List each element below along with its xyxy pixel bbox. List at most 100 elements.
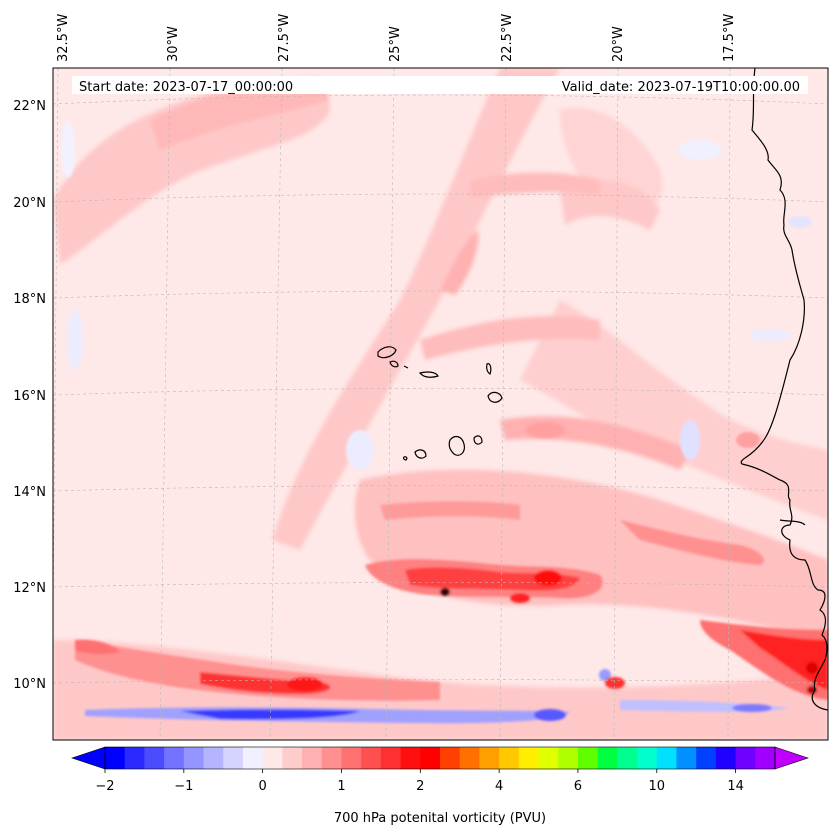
pv-band-12n-core [405, 567, 580, 591]
pv-band-12n-max1 [534, 570, 562, 586]
island-santa-luzia [403, 365, 409, 369]
pv-negative-band [85, 700, 790, 724]
pv-blue-band-east [534, 709, 566, 721]
island-maio [473, 435, 483, 445]
pv-diagonal-inner [440, 230, 479, 295]
lon-label: 32.5°W [56, 14, 71, 62]
island-sao-vicente [389, 360, 399, 368]
colorbar-cells [105, 747, 776, 769]
gridline-lat-12n [53, 582, 828, 588]
colorbar-cell [676, 747, 697, 769]
africa-coastline [740, 68, 828, 711]
island-sal [486, 363, 492, 375]
pv-east-max [806, 662, 818, 674]
colorbar-cell [223, 747, 244, 769]
lon-label: 25°W [388, 26, 403, 62]
pv-stripe-c [420, 316, 600, 360]
colorbar-cell [696, 747, 717, 769]
pv-blue-west [67, 310, 83, 370]
pv-band-central-arc [380, 501, 520, 520]
colorbar-cell [735, 747, 756, 769]
lat-label: 12°N [13, 581, 46, 596]
lon-label: 27.5°W [277, 14, 292, 62]
pv-band-10n [75, 640, 440, 701]
lat-label: 20°N [13, 196, 46, 211]
gridline-lon-17_5w [727, 68, 731, 740]
longitude-labels: 32.5°W 30°W 27.5°W 25°W 22.5°W 20°W 17.5… [56, 14, 737, 62]
colorbar-cell [124, 747, 145, 769]
island-santiago [448, 435, 465, 456]
colorbar-cell [203, 747, 224, 769]
cape-verde-islands [377, 346, 503, 461]
gridline-lon-32_5w [53, 68, 59, 662]
island-fogo [414, 449, 427, 459]
pv-band-east-core [740, 630, 828, 690]
pv-field [53, 68, 828, 740]
lat-label: 16°N [13, 389, 46, 404]
lon-label: 30°W [166, 26, 181, 62]
colorbar-cell [637, 747, 658, 769]
pv-blue-east2 [748, 329, 792, 341]
colorbar-cell [144, 747, 165, 769]
gridline-lat-20n [53, 193, 828, 203]
island-santo-antao [377, 346, 397, 359]
lon-label: 22.5°W [500, 14, 515, 62]
colorbar-tick-label: 6 [574, 779, 582, 794]
pv-blue-band-core [180, 709, 360, 720]
gambia-inlet [779, 519, 806, 526]
pv-patch-20w [605, 677, 625, 689]
colorbar-cell [617, 747, 638, 769]
pv-negative-patches [61, 122, 812, 681]
colorbar-cell [321, 747, 342, 769]
colorbar-cell [400, 747, 421, 769]
gridline-lon-27_5w [269, 68, 283, 740]
colorbar-cell [558, 747, 579, 769]
valid-date-label: Valid_date: 2023-07-19T10:00:00.00 [562, 80, 800, 95]
pv-band-north [150, 78, 330, 150]
colorbar-extend-min [71, 746, 106, 770]
pv-blue-north [61, 122, 75, 178]
gridline-lon-30w [159, 68, 171, 740]
colorbar-cell [597, 747, 618, 769]
island-sao-nicolau [418, 371, 439, 378]
gridline-lon-22_5w [499, 68, 507, 740]
colorbar-tick-label: 2 [416, 779, 424, 794]
colorbar-frame [104, 746, 776, 770]
colorbar-cell [538, 747, 559, 769]
gridline-lat-22n [53, 94, 828, 105]
gridlines [53, 68, 828, 740]
latitude-labels: 22°N 20°N 18°N 16°N 14°N 12°N 10°N [13, 99, 46, 692]
pv-blue-ne2 [788, 216, 812, 228]
colorbar-cell [341, 747, 362, 769]
colorbar-cell [380, 747, 402, 769]
colorbar-cell [518, 747, 540, 769]
colorbar-cell [459, 747, 480, 769]
pv-blue-band-far-east-core [732, 704, 772, 712]
start-date-label: Start date: 2023-07-17_00:00:00 [79, 80, 293, 95]
pv-band-10n-west [75, 639, 120, 655]
pv-blue-northeast [678, 140, 722, 160]
gridline-lat-18n [53, 290, 828, 299]
lat-label: 22°N [13, 99, 46, 114]
colorbar-cell [420, 747, 441, 769]
colorbar-cell [715, 747, 737, 769]
pv-patch-15n [525, 422, 565, 438]
pv-band-12n-max2 [440, 588, 450, 596]
colorbar-cell [282, 747, 303, 769]
colorbar-cell [577, 747, 599, 769]
pv-patch-14n [736, 432, 760, 448]
colorbar-cell [479, 747, 500, 769]
colorbar-cell [440, 747, 461, 769]
colorbar-cell [499, 747, 520, 769]
pv-stripe-b [470, 172, 600, 198]
pv-blue-east [680, 420, 700, 460]
gridline-lon-20w [613, 68, 619, 740]
lat-label: 14°N [13, 485, 46, 500]
colorbar-cell [183, 747, 205, 769]
colorbar-cell [262, 747, 283, 769]
colorbar-cell [755, 747, 776, 769]
gridline-lat-16n [53, 388, 828, 396]
pv-contours-high [75, 422, 828, 701]
island-boa-vista [487, 391, 503, 403]
